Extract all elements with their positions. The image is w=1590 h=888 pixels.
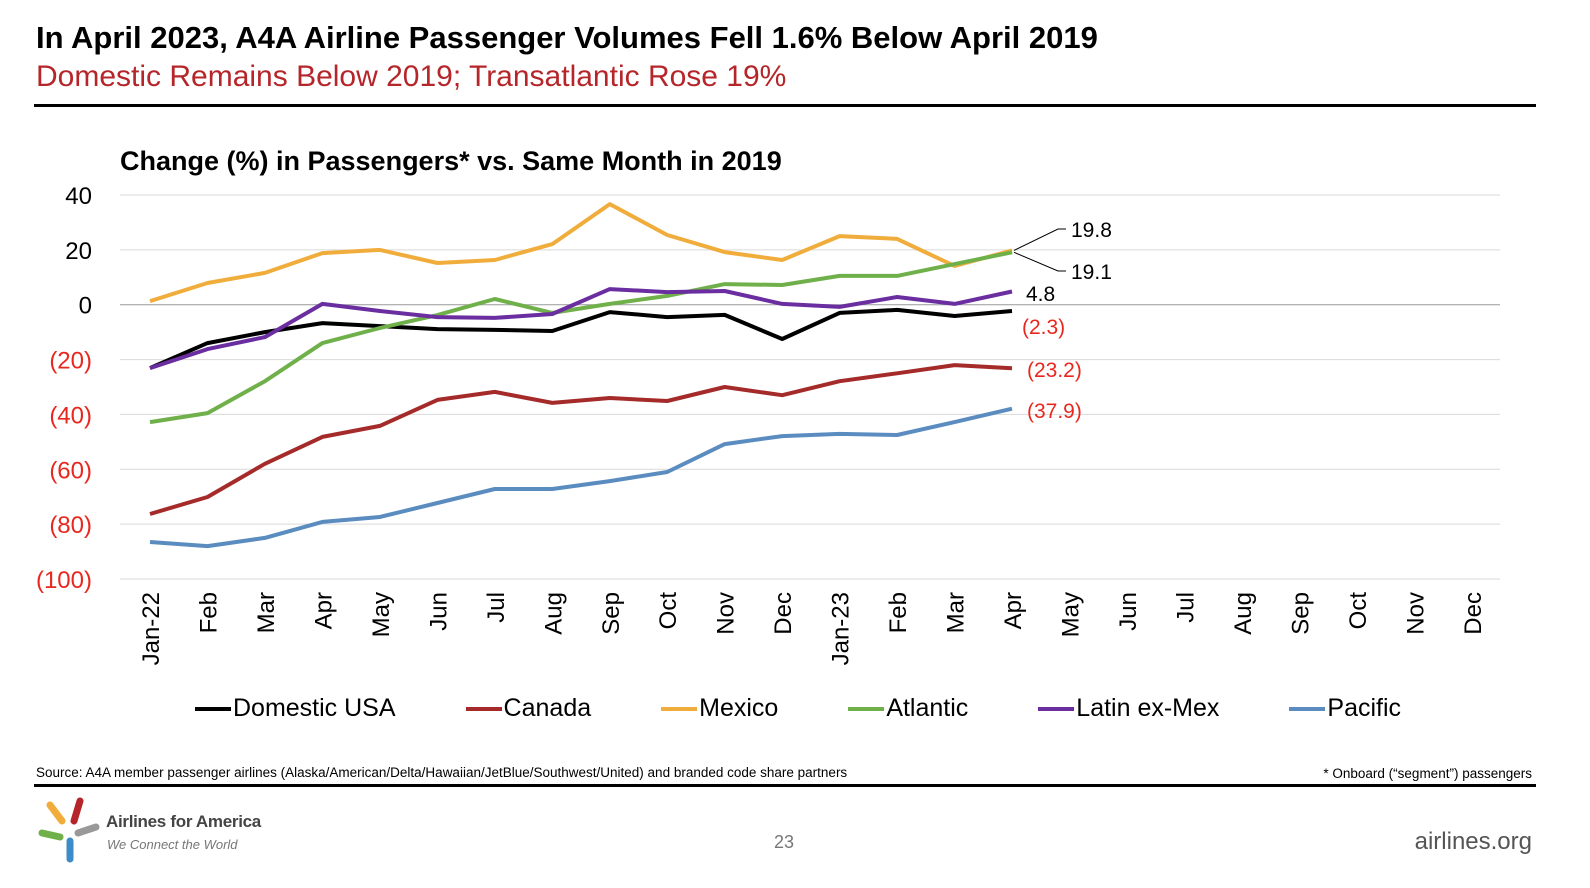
legend-item: Canada [465, 694, 592, 723]
x-tick-label: Feb [195, 592, 222, 633]
star-planes-icon [38, 797, 100, 863]
y-tick-label: (60) [49, 457, 92, 484]
series-line-atlantic [149, 250, 1013, 425]
end-value-label: (23.2) [1027, 359, 1082, 382]
footnote: * Onboard (“segment”) passengers [1323, 766, 1532, 781]
legend-label: Atlantic [886, 694, 969, 722]
x-tick-label: Sep [598, 592, 625, 635]
end-value-label: 19.8 [1071, 219, 1112, 242]
y-tick-label: (20) [49, 348, 92, 375]
footer-divider [34, 784, 1536, 787]
series-line-mexico [149, 202, 1013, 304]
legend-label: Mexico [699, 694, 779, 722]
header-divider [34, 104, 1536, 107]
end-value-label: 19.1 [1071, 261, 1112, 284]
y-tick-label: (100) [36, 567, 92, 594]
a4a-logo: Airlines for America We Connect the Worl… [36, 797, 286, 863]
end-value-label: (2.3) [1022, 316, 1065, 339]
legend-item: Mexico [661, 694, 778, 723]
x-tick-label: Sep [1287, 592, 1314, 635]
x-tick-label: Jan-22 [138, 592, 165, 665]
x-tick-label: Aug [1230, 592, 1257, 635]
y-tick-label: 0 [79, 293, 92, 320]
slide-subtitle: Domestic Remains Below 2019; Transatlant… [36, 60, 787, 93]
x-tick-label: May [368, 592, 395, 637]
legend-swatch [848, 706, 885, 711]
x-tick-label: Aug [540, 592, 567, 635]
end-value-label: 4.8 [1026, 283, 1055, 306]
chart-legend: Domestic USA Canada Mexico Atlantic Latin ex… [195, 694, 1471, 723]
x-tick-label: May [1058, 592, 1085, 637]
website-link[interactable]: airlines.org [1414, 828, 1532, 855]
slide-title: In April 2023, A4A Airline Passenger Vol… [36, 20, 1098, 55]
end-value-label: (37.9) [1027, 400, 1082, 423]
legend-item: Pacific [1289, 694, 1401, 723]
chart-title: Change (%) in Passengers* vs. Same Month… [120, 146, 782, 176]
x-tick-label: Mar [253, 592, 280, 633]
x-tick-label: Feb [885, 592, 912, 633]
legend-swatch [1289, 706, 1326, 711]
y-tick-label: 40 [65, 183, 92, 210]
leader-line [1013, 228, 1066, 251]
logo-name: Airlines for America [106, 812, 261, 831]
y-tick-label: 20 [65, 238, 92, 265]
series-line-latin-ex-mex [149, 287, 1013, 370]
x-tick-label: Dec [770, 592, 797, 635]
legend-item: Atlantic [848, 694, 968, 723]
series-line-canada [149, 363, 1013, 516]
legend-item: Domestic USA [195, 694, 396, 723]
x-tick-label: Apr [310, 592, 337, 629]
leader-line [1013, 251, 1066, 272]
x-tick-label: Dec [1460, 592, 1487, 635]
legend-label: Latin ex-Mex [1076, 694, 1220, 722]
x-tick-label: Oct [655, 592, 682, 630]
source-note: Source: A4A member passenger airlines (A… [36, 765, 848, 780]
x-tick-label: Jul [1172, 592, 1199, 623]
y-tick-label: (40) [49, 402, 92, 429]
legend-swatch [1038, 706, 1075, 711]
x-tick-label: Nov [1402, 592, 1429, 635]
x-tick-label: Mar [943, 592, 970, 633]
x-tick-label: Jul [483, 592, 510, 623]
legend-label: Domestic USA [233, 694, 396, 722]
x-tick-label: Jun [425, 592, 452, 631]
page-number: 23 [774, 832, 795, 852]
series-line-domestic-usa [149, 307, 1013, 370]
legend-label: Canada [503, 694, 592, 722]
x-tick-label: Apr [1000, 592, 1027, 629]
legend-label: Pacific [1327, 694, 1402, 722]
x-tick-label: Oct [1345, 592, 1372, 630]
series-line-pacific [149, 406, 1013, 549]
logo-tagline: We Connect the World [107, 837, 238, 852]
legend-swatch [195, 706, 231, 711]
y-tick-label: (80) [49, 512, 92, 539]
x-tick-label: Nov [713, 592, 740, 635]
legend-swatch [661, 706, 698, 711]
legend-swatch [465, 706, 502, 711]
x-tick-label: Jun [1115, 592, 1142, 631]
x-tick-label: Jan-23 [828, 592, 855, 665]
legend-item: Latin ex-Mex [1038, 694, 1219, 723]
